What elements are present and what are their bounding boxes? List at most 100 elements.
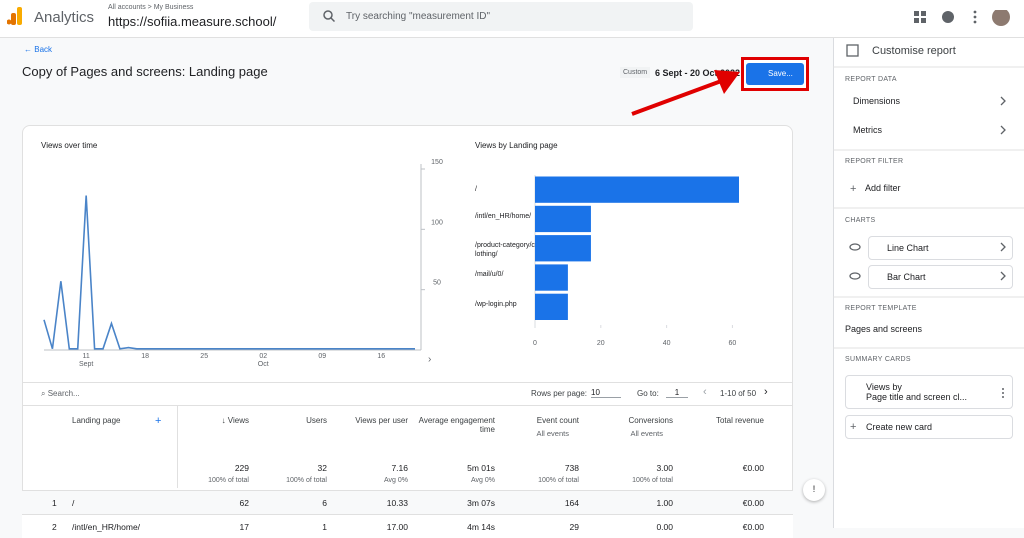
- x-tick-label: 0: [533, 340, 537, 347]
- top-bar: Analytics All accounts > My Business htt…: [0, 0, 1024, 38]
- x-tick-part: 11: [83, 353, 90, 360]
- data-table: Landing page ↓ Views Users Views per user Av…: [22, 405, 793, 538]
- bar-label: /: [475, 185, 477, 193]
- table-cell: 10.33: [386, 498, 408, 508]
- panel-decor: ++: [833, 44, 1024, 433]
- bar-label: /product-category/clothing/: [475, 242, 535, 259]
- next-page[interactable]: ›: [764, 386, 768, 398]
- bar-chart-item[interactable]: Bar Chart: [868, 265, 1013, 289]
- search-icon: [323, 10, 335, 22]
- annotation-arrow: [631, 70, 740, 116]
- total-value: €0.00: [742, 463, 764, 473]
- table-cell: 0.00: [656, 522, 673, 532]
- section-label: REPORT DATA: [845, 76, 897, 83]
- goto-input[interactable]: 1: [666, 388, 688, 398]
- date-label: Custom: [620, 67, 651, 78]
- x-tick-label: 09: [318, 353, 326, 360]
- x-tick-part: Sept: [79, 361, 93, 368]
- x-tick-part: 09: [318, 353, 326, 360]
- create-card[interactable]: Create new card: [845, 415, 1013, 439]
- table-cell: 1: [322, 522, 327, 532]
- x-tick-part: 02: [259, 353, 267, 360]
- x-tick-label: 02 Oct: [258, 353, 269, 368]
- date-range[interactable]: 6 Sept - 20 Oct 2022: [655, 68, 741, 78]
- x-tick-label: 25: [200, 353, 208, 360]
- x-tick-label: 20: [597, 340, 605, 347]
- line-series: [43, 195, 415, 350]
- column-header[interactable]: Total revenue: [715, 416, 764, 425]
- column-header[interactable]: Landing page: [72, 416, 121, 425]
- metrics[interactable]: Metrics: [845, 119, 1013, 143]
- column-header[interactable]: Views per user: [355, 416, 408, 425]
- search-box[interactable]: Try searching "measurement ID": [309, 2, 693, 31]
- bar: [535, 176, 739, 203]
- table-cell: 6: [322, 498, 327, 508]
- column-header[interactable]: ↓ Views: [221, 416, 249, 425]
- dimensions[interactable]: Dimensions: [845, 90, 1013, 114]
- back-link[interactable]: ← Back: [24, 45, 53, 54]
- table-cell: 62: [239, 498, 249, 508]
- card-sub: Page title and screen cl...: [866, 392, 968, 402]
- table-cell: /intl/en_HR/home/: [72, 522, 141, 532]
- table-cell: €0.00: [742, 522, 764, 532]
- total-note: Avg 0%: [384, 477, 408, 484]
- add-dimension[interactable]: +: [155, 415, 162, 427]
- x-tick-part: 25: [200, 353, 208, 360]
- table-search-text: Search...: [47, 389, 80, 398]
- column-sub[interactable]: All events: [630, 429, 663, 438]
- property-selector[interactable]: https://sofiia.measure.school/: [108, 14, 277, 29]
- total-note: 100% of total: [632, 477, 673, 484]
- section-label: CHARTS: [845, 217, 876, 224]
- column-sub[interactable]: All events: [536, 429, 569, 438]
- table-cell: 1: [52, 498, 57, 508]
- total-value: 7.16: [391, 463, 408, 473]
- column-header[interactable]: Average engagement time: [418, 416, 495, 434]
- column-header[interactable]: Event count: [536, 416, 579, 425]
- bar-label: /wp-login.php: [475, 300, 517, 308]
- back-text: Back: [34, 45, 53, 54]
- breadcrumb[interactable]: All accounts > My Business: [108, 4, 194, 11]
- feedback-button[interactable]: !: [803, 479, 825, 501]
- toolbar-icons[interactable]: [912, 10, 1012, 30]
- table-search[interactable]: ⌕ Search...: [41, 389, 80, 398]
- table-cell: €0.00: [742, 498, 764, 508]
- table-cell: 17.00: [386, 522, 408, 532]
- total-value: 738: [564, 463, 579, 473]
- scroll-arrow: ›: [428, 354, 431, 365]
- svg-text:+: +: [850, 421, 856, 433]
- page-range: 1-10 of 50: [720, 389, 757, 398]
- rows-per-page[interactable]: 10: [591, 388, 621, 398]
- bar: [535, 293, 568, 320]
- line-chart-item[interactable]: Line Chart: [868, 236, 1013, 260]
- x-tick-label: 18: [141, 353, 149, 360]
- total-value: 5m 01s: [467, 463, 495, 473]
- save-button[interactable]: Save...: [746, 63, 804, 85]
- product-name: Analytics: [34, 9, 95, 26]
- summary-card[interactable]: Views by Page title and screen cl...: [845, 375, 1013, 409]
- y-tick-label: 150: [431, 159, 443, 166]
- total-value: 32: [317, 463, 327, 473]
- bar: [535, 264, 568, 291]
- x-tick-part: Oct: [258, 361, 269, 368]
- table-cell: 29: [569, 522, 579, 532]
- total-note: 100% of total: [208, 477, 249, 484]
- rows-per-page-label: Rows per page:: [531, 389, 588, 398]
- column-header[interactable]: Users: [306, 416, 327, 425]
- total-note: 100% of total: [286, 477, 327, 484]
- column-header[interactable]: Conversions: [628, 416, 673, 425]
- header-divider: [177, 406, 178, 488]
- table-cell: 4m 14s: [467, 522, 495, 532]
- logo: [7, 7, 22, 25]
- table-cell: 164: [564, 498, 579, 508]
- prev-page[interactable]: ‹: [703, 386, 707, 398]
- total-note: 100% of total: [538, 477, 579, 484]
- total-value: 3.00: [656, 463, 673, 473]
- add-filter[interactable]: Add filter: [845, 177, 1013, 201]
- line-chart-title: Views over time: [41, 141, 98, 150]
- card-title: Views by: [866, 382, 902, 392]
- total-note: Avg 0%: [471, 477, 495, 484]
- svg-text:+: +: [850, 183, 856, 195]
- template-name: Pages and screens: [845, 324, 923, 334]
